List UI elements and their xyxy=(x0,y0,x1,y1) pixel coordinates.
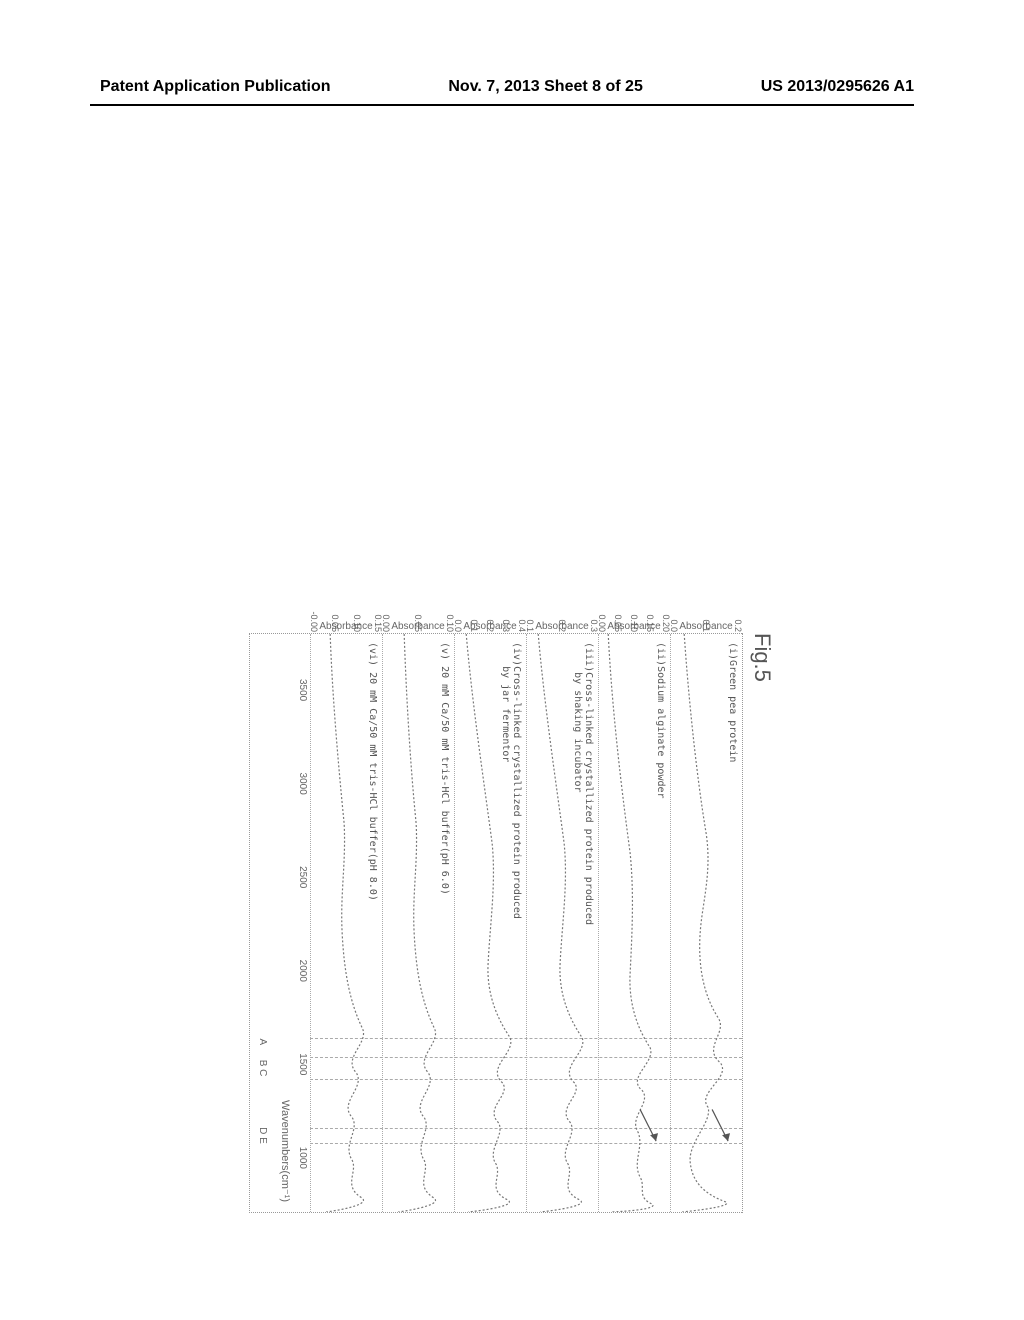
y-ticks: 0.40.30.20.10.0 xyxy=(455,608,526,632)
y-tick: 0.1 xyxy=(469,619,479,632)
spectrum-curve xyxy=(526,634,598,1212)
spectrum-panel-v: Absorbance0.100.050.00(v) 20 mM Ca/50 mM… xyxy=(382,634,454,1212)
y-tick: 0.05 xyxy=(613,614,623,632)
y-tick: 0.05 xyxy=(330,614,340,632)
y-ticks: 0.100.050.00 xyxy=(383,608,454,632)
x-tick: 2500 xyxy=(297,866,308,888)
y-tick: 0.10 xyxy=(445,614,455,632)
y-tick: 0.10 xyxy=(352,614,362,632)
y-tick: 0.10 xyxy=(629,614,639,632)
x-tick: 3000 xyxy=(297,773,308,795)
y-ticks: 0.200.150.100.050.00 xyxy=(599,608,670,632)
spectrum-panel-vi: Absorbance0.150.100.05-0.00(vi) 20 mM Ca… xyxy=(310,634,382,1212)
y-tick: 0.20 xyxy=(661,614,671,632)
figure-container: Fig.5 Absorbance0.20.10.0(i)Green pea pr… xyxy=(249,633,775,1213)
marker-row: A B C D E xyxy=(250,634,270,1212)
y-tick: 0.2 xyxy=(557,619,567,632)
y-ticks: 0.15 0.10 0.05 -0.00 xyxy=(311,608,382,632)
x-axis: 3500 3000 2500 2000 1500 1000 Wavenumbers(cm⁻¹… xyxy=(270,634,310,1212)
x-tick: 1000 xyxy=(297,1147,308,1169)
y-tick: 0.3 xyxy=(589,619,599,632)
spectrum-curve xyxy=(454,634,526,1212)
header-left: Patent Application Publication xyxy=(100,78,331,96)
y-tick: 0.2 xyxy=(485,619,495,632)
x-tick: 2000 xyxy=(297,960,308,982)
spectrum-panel-ii: Absorbance0.200.150.100.050.00(ii)Sodium… xyxy=(598,634,670,1212)
y-tick: 0.15 xyxy=(645,614,655,632)
spectrum-curve xyxy=(310,634,382,1212)
y-tick: 0.1 xyxy=(701,619,711,632)
figure-label: Fig.5 xyxy=(749,633,775,1213)
x-axis-label: Wavenumbers(cm⁻¹) xyxy=(279,1100,292,1202)
marker-label: A xyxy=(257,1039,268,1046)
spectrum-panel-iv: Absorbance0.40.30.20.10.0(iv)Cross-linke… xyxy=(454,634,526,1212)
y-tick: 0.15 xyxy=(373,614,383,632)
y-tick: 0.4 xyxy=(517,619,527,632)
page-header: Patent Application Publication Nov. 7, 2… xyxy=(0,78,1024,96)
x-tick: 1500 xyxy=(297,1053,308,1075)
y-ticks: 0.20.10.0 xyxy=(671,608,742,632)
y-tick: 0.3 xyxy=(501,619,511,632)
y-tick: 0.2 xyxy=(733,619,743,632)
spectrum-panel-i: Absorbance0.20.10.0(i)Green pea protein xyxy=(670,634,742,1212)
spectrum-panel-iii: Absorbance0.30.20.1(iii)Cross-linked cry… xyxy=(526,634,598,1212)
y-tick: 0.05 xyxy=(413,614,423,632)
spectrum-curve xyxy=(598,634,670,1212)
spectrum-curve xyxy=(670,634,742,1212)
y-tick: -0.00 xyxy=(309,611,319,632)
x-tick: 3500 xyxy=(297,679,308,701)
marker-label: B C xyxy=(257,1060,268,1077)
ftir-chart: Absorbance0.20.10.0(i)Green pea proteinA… xyxy=(249,633,743,1213)
y-ticks: 0.30.20.1 xyxy=(527,608,598,632)
spectrum-curve xyxy=(382,634,454,1212)
header-right: US 2013/0295626 A1 xyxy=(761,78,914,96)
header-rule xyxy=(90,104,914,106)
header-center: Nov. 7, 2013 Sheet 8 of 25 xyxy=(448,78,642,96)
marker-label: D E xyxy=(257,1127,268,1144)
